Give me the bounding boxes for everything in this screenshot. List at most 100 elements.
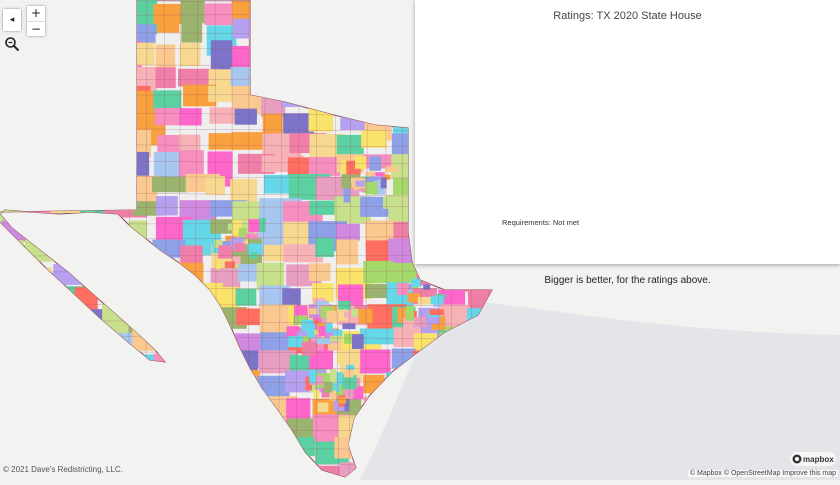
district-cell (82, 327, 112, 354)
district-cell (388, 239, 414, 264)
district-cell (208, 86, 236, 102)
district-cell (157, 264, 178, 289)
district-cell (29, 311, 62, 338)
zoom-to-fit-icon[interactable] (4, 36, 20, 52)
district-cell (0, 418, 27, 444)
district-cell (205, 3, 232, 25)
district-cell (205, 176, 225, 195)
district-cell (0, 240, 24, 274)
district-cell (106, 223, 127, 241)
district-cell (158, 328, 200, 360)
district-cell (232, 46, 257, 68)
district-cell (25, 238, 66, 262)
district-cell (30, 415, 49, 449)
district-cell (133, 246, 153, 261)
district-cell (363, 375, 384, 393)
urban-district-cell (318, 403, 329, 413)
mapbox-logo[interactable]: mapbox (790, 452, 836, 466)
urban-district-cell (397, 283, 409, 295)
zoom-out-button[interactable]: − (27, 21, 45, 36)
district-cell (261, 422, 283, 446)
district-cell (22, 440, 63, 465)
district-cell (108, 414, 137, 449)
collapse-panel-button[interactable]: ◂ (2, 8, 22, 32)
district-cell (26, 90, 51, 104)
urban-district-cell (317, 338, 331, 344)
district-cell (106, 438, 150, 461)
district-cell (127, 372, 157, 388)
zoom-in-button[interactable]: + (27, 6, 45, 21)
urban-district-cell (430, 309, 445, 315)
urban-district-cell (330, 336, 343, 342)
district-cell (0, 353, 37, 383)
district-cell (78, 372, 108, 386)
district-cell (313, 48, 334, 78)
district-cell (233, 370, 259, 390)
map-attribution[interactable]: © Mapbox © OpenStreetMap Improve this ma… (688, 470, 838, 477)
district-cell (152, 420, 194, 445)
district-cell (181, 328, 210, 346)
district-cell (181, 18, 202, 43)
district-cell (0, 260, 37, 292)
district-cell (26, 217, 64, 241)
district-cell (26, 371, 45, 394)
district-cell (284, 63, 320, 77)
urban-district-cell (344, 370, 353, 378)
district-cell (212, 372, 231, 401)
district-cell (156, 458, 195, 479)
district-cell (75, 43, 103, 75)
district-cell (29, 133, 51, 150)
district-cell (53, 264, 82, 285)
district-cell (102, 267, 127, 287)
district-cell (77, 443, 113, 464)
ratings-caption: Bigger is better, for the ratings above. (415, 275, 840, 286)
district-cell (365, 284, 389, 298)
district-cell (179, 353, 198, 379)
district-cell (156, 196, 178, 215)
district-cell (53, 0, 78, 28)
district-cell (261, 87, 285, 117)
urban-district-cell (302, 319, 314, 329)
district-cell (180, 245, 203, 263)
district-cell (179, 150, 204, 178)
district-cell (56, 242, 75, 257)
district-cell (337, 63, 380, 79)
district-cell (312, 0, 355, 21)
district-cell (81, 177, 121, 202)
urban-district-cell (218, 245, 232, 258)
district-cell (101, 241, 135, 270)
urban-district-cell (228, 223, 233, 230)
district-cell (235, 109, 257, 125)
district-cell (52, 63, 84, 78)
ratings-radar-chart: 22941004182 CompetitivenessProportionali… (415, 0, 840, 264)
district-cell (186, 437, 228, 465)
district-cell (157, 282, 179, 309)
ratings-panel: Ratings: TX 2020 State House 22941004182… (415, 0, 840, 264)
svg-text:mapbox: mapbox (803, 455, 834, 464)
district-cell (128, 24, 155, 43)
district-cell (76, 112, 115, 138)
district-cell (56, 355, 96, 377)
district-cell (360, 350, 390, 374)
district-cell (179, 263, 203, 295)
district-cell (155, 108, 183, 125)
district-cell (361, 130, 387, 147)
district-cell (55, 311, 76, 341)
district-cell (339, 22, 370, 56)
district-cell (23, 201, 57, 217)
district-cell (185, 462, 210, 478)
urban-district-cell (381, 177, 387, 188)
urban-district-cell (385, 166, 398, 172)
district-cell (257, 0, 295, 26)
district-cell (262, 439, 300, 459)
district-cell (54, 376, 73, 401)
district-cell (285, 22, 319, 46)
district-cell (263, 48, 287, 76)
district-cell (52, 88, 71, 113)
district-cell (0, 329, 43, 348)
district-cell (108, 4, 131, 19)
chevron-left-icon[interactable]: ◂ (3, 9, 21, 31)
district-cell (211, 418, 250, 453)
district-cell (207, 333, 231, 361)
urban-district-cell (225, 262, 235, 268)
